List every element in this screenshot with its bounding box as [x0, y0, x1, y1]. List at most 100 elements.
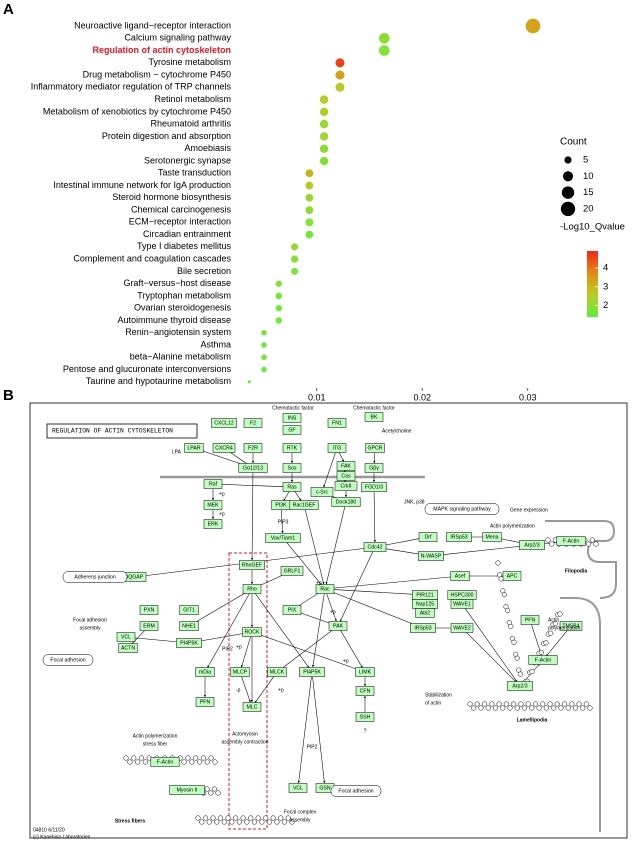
gene-label: MLC [247, 705, 258, 711]
y-tick-label: Type I diabetes mellitus [137, 241, 232, 251]
edge [329, 589, 421, 596]
note: Stress fibers [115, 818, 146, 824]
edge [329, 590, 419, 627]
y-tick-label: Pentose and glucuronate interconversions [63, 364, 232, 374]
note: +p [316, 580, 322, 586]
color-bar [587, 251, 598, 317]
gene-box [282, 425, 302, 435]
actin-bead [549, 541, 555, 547]
gene-box [282, 605, 302, 615]
dot [319, 144, 329, 153]
actin-bead [508, 623, 514, 630]
color-tick-label: 3 [603, 281, 608, 292]
gene-label: MLCP [233, 670, 248, 676]
y-tick-label: ECM−receptor interaction [129, 217, 231, 227]
gene-label: ERK [208, 522, 219, 528]
dot [305, 193, 314, 202]
actin-bead [529, 705, 535, 711]
actin-bead [240, 815, 246, 821]
edge [256, 633, 361, 671]
gene-box [410, 623, 436, 633]
gene-label: SSH [360, 715, 371, 721]
gene-label: F2 [250, 421, 256, 427]
actin-bead [259, 819, 265, 825]
edge [326, 593, 337, 622]
gene-box [336, 461, 356, 471]
actin-bead [236, 819, 242, 825]
y-tick-label: Autoimmune thyroid disease [117, 315, 231, 325]
gene-box [238, 463, 268, 473]
dot [261, 342, 267, 348]
gene-label: ROCK [245, 630, 261, 636]
gene-box [327, 418, 347, 428]
note: +p [330, 609, 336, 615]
note: 04810 6/11/20 [33, 827, 65, 833]
gene-box [118, 643, 138, 653]
actin-bead [266, 819, 272, 825]
y-tick-label: beta−Alanine metabolism [130, 352, 231, 362]
y-tick-label: Bile secretion [177, 266, 231, 276]
gene-label: Rac [320, 587, 330, 593]
gene-label: APC [507, 574, 518, 580]
edge [379, 537, 424, 547]
dot [525, 18, 541, 34]
actin-bead [543, 705, 549, 711]
y-tick-label: Taste transduction [158, 168, 231, 178]
gene-label: F-Actin [157, 760, 174, 766]
diagram-title: REGULATION OF ACTIN CYTOSKELETON [52, 428, 173, 435]
note: Gene expression [510, 507, 548, 513]
actin-bead [548, 630, 554, 636]
gene-box [265, 533, 301, 543]
actin-bead [135, 759, 141, 765]
actin-bead [529, 669, 535, 675]
pathway-label: Adherens junction [74, 575, 116, 581]
note: +p [219, 491, 225, 497]
actin-bead [185, 755, 191, 761]
legend-dot [560, 201, 576, 217]
edge [304, 509, 325, 585]
edge [531, 624, 542, 656]
x-tick-label: 0.02 [413, 392, 431, 402]
gene-label: WAVE1 [453, 602, 471, 608]
edge [254, 675, 275, 704]
note: ? [364, 728, 367, 734]
actin-bead [202, 815, 209, 821]
gene-box [364, 412, 384, 422]
panel-label: B [3, 387, 14, 404]
actin-bead [189, 759, 195, 765]
actin-bead [554, 701, 560, 707]
edge [323, 452, 336, 488]
note: -p [236, 687, 241, 693]
y-tick-label: Calcium signaling pathway [124, 33, 231, 43]
gene-label: PI3K [275, 503, 287, 509]
note: Actin polymerization [490, 523, 535, 529]
actin-bead [552, 621, 558, 627]
gene-box [336, 471, 356, 481]
y-tick-label: Rheumatoid arthritis [150, 119, 231, 129]
actin-bead [583, 701, 589, 707]
y-tick-label: Tyrosine metabolism [148, 57, 231, 67]
edge [281, 509, 284, 534]
note: Actin [548, 617, 559, 623]
dot [319, 95, 329, 104]
gene-box [239, 560, 265, 570]
gene-label: F-Actin [563, 539, 580, 545]
actin-bead [270, 815, 276, 821]
actin-bead [215, 790, 221, 796]
y-tick-label: Serotonergic synapse [144, 155, 231, 165]
gene-box [280, 566, 304, 576]
note: +p [219, 511, 225, 517]
actin-bead [138, 755, 145, 761]
highlight-box [228, 552, 268, 830]
gene-label: ACTN [121, 646, 135, 652]
actin-bead [525, 701, 531, 707]
dot [378, 32, 390, 44]
dot [247, 380, 251, 384]
actin-bead [195, 815, 201, 821]
actin-bead [142, 759, 148, 765]
gene-label: IQGAP [127, 575, 144, 581]
note: assembly [79, 625, 101, 631]
pathway-box [42, 654, 94, 666]
actin-bead [208, 755, 214, 761]
note: assembly [289, 817, 311, 823]
